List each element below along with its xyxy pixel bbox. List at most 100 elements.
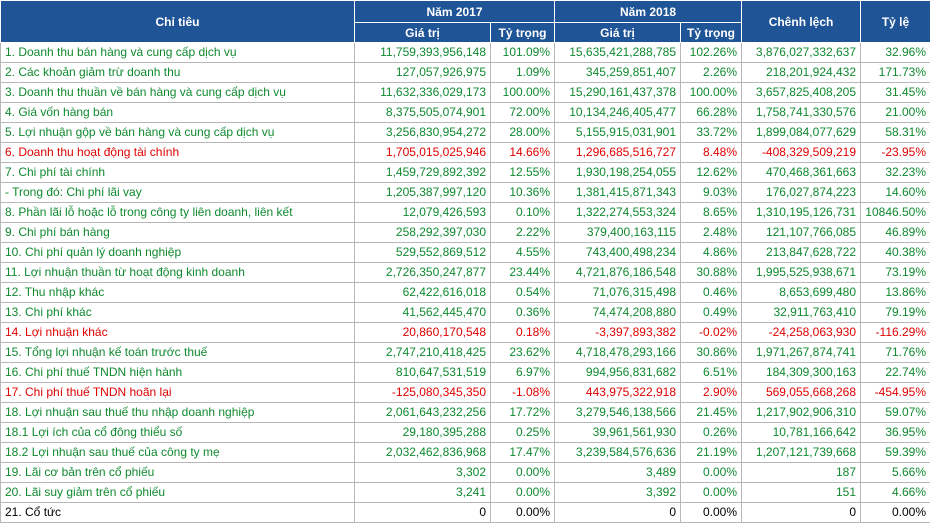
- percent-2018-cell: 21.19%: [681, 443, 742, 463]
- value-2018-cell: 994,956,831,682: [555, 363, 681, 383]
- header-year-2017: Năm 2017: [355, 1, 555, 23]
- difference-cell: 151: [742, 483, 861, 503]
- value-2017-cell: 2,747,210,418,425: [355, 343, 491, 363]
- difference-cell: 569,055,668,268: [742, 383, 861, 403]
- value-2018-cell: 3,392: [555, 483, 681, 503]
- table-body: 1. Doanh thu bán hàng và cung cấp dịch v…: [1, 43, 930, 523]
- rate-cell: 73.19%: [861, 263, 930, 283]
- percent-2018-cell: 0.00%: [681, 463, 742, 483]
- value-2018-cell: 39,961,561,930: [555, 423, 681, 443]
- value-2017-cell: 62,422,616,018: [355, 283, 491, 303]
- difference-cell: 3,657,825,408,205: [742, 83, 861, 103]
- value-2017-cell: 1,205,387,997,120: [355, 183, 491, 203]
- header-gia-tri-2018: Giá trị: [555, 23, 681, 43]
- table-row: 18. Lợi nhuận sau thuế thu nhập doanh ng…: [1, 403, 930, 423]
- value-2017-cell: 529,552,869,512: [355, 243, 491, 263]
- rate-cell: 46.89%: [861, 223, 930, 243]
- percent-2017-cell: 0.00%: [491, 503, 555, 523]
- rate-cell: 10846.50%: [861, 203, 930, 223]
- value-2017-cell: 20,860,170,548: [355, 323, 491, 343]
- percent-2017-cell: 2.22%: [491, 223, 555, 243]
- header-chenh-lech: Chênh lệch: [742, 1, 861, 43]
- percent-2018-cell: 9.03%: [681, 183, 742, 203]
- percent-2017-cell: 23.44%: [491, 263, 555, 283]
- difference-cell: 218,201,924,432: [742, 63, 861, 83]
- value-2017-cell: 3,241: [355, 483, 491, 503]
- row-label-cell: - Trong đó: Chi phí lãi vay: [1, 183, 355, 203]
- value-2017-cell: 810,647,531,519: [355, 363, 491, 383]
- table-row: 5. Lợi nhuận gộp về bán hàng và cung cấp…: [1, 123, 930, 143]
- percent-2017-cell: 100.00%: [491, 83, 555, 103]
- row-label-cell: 14. Lợi nhuận khác: [1, 323, 355, 343]
- value-2018-cell: 1,322,274,553,324: [555, 203, 681, 223]
- percent-2018-cell: 0.49%: [681, 303, 742, 323]
- row-label-cell: 18.1 Lợi ích của cổ đông thiểu số: [1, 423, 355, 443]
- value-2018-cell: 3,489: [555, 463, 681, 483]
- value-2017-cell: 2,061,643,232,256: [355, 403, 491, 423]
- rate-cell: 171.73%: [861, 63, 930, 83]
- value-2018-cell: 10,134,246,405,477: [555, 103, 681, 123]
- rate-cell: 59.07%: [861, 403, 930, 423]
- value-2018-cell: 4,721,876,186,548: [555, 263, 681, 283]
- value-2018-cell: 74,474,208,880: [555, 303, 681, 323]
- percent-2018-cell: 30.86%: [681, 343, 742, 363]
- rate-cell: 21.00%: [861, 103, 930, 123]
- header-year-2018: Năm 2018: [555, 1, 742, 23]
- row-label-cell: 5. Lợi nhuận gộp về bán hàng và cung cấp…: [1, 123, 355, 143]
- header-ty-trong-2018: Tỷ trọng: [681, 23, 742, 43]
- header-gia-tri-2017: Giá trị: [355, 23, 491, 43]
- difference-cell: 121,107,766,085: [742, 223, 861, 243]
- percent-2018-cell: 2.90%: [681, 383, 742, 403]
- difference-cell: 10,781,166,642: [742, 423, 861, 443]
- value-2018-cell: 5,155,915,031,901: [555, 123, 681, 143]
- percent-2017-cell: 0.36%: [491, 303, 555, 323]
- percent-2018-cell: 4.86%: [681, 243, 742, 263]
- percent-2018-cell: 66.28%: [681, 103, 742, 123]
- percent-2017-cell: 28.00%: [491, 123, 555, 143]
- value-2018-cell: 15,635,421,288,785: [555, 43, 681, 63]
- value-2018-cell: 0: [555, 503, 681, 523]
- row-label-cell: 10. Chi phí quản lý doanh nghiệp: [1, 243, 355, 263]
- header-chi-tieu: Chỉ tiêu: [1, 1, 355, 43]
- percent-2018-cell: 0.00%: [681, 503, 742, 523]
- rate-cell: 59.39%: [861, 443, 930, 463]
- difference-cell: 213,847,628,722: [742, 243, 861, 263]
- percent-2018-cell: 33.72%: [681, 123, 742, 143]
- percent-2017-cell: 0.10%: [491, 203, 555, 223]
- difference-cell: 470,468,361,663: [742, 163, 861, 183]
- row-label-cell: 8. Phần lãi lỗ hoặc lỗ trong công ty liê…: [1, 203, 355, 223]
- row-label-cell: 21. Cổ tức: [1, 503, 355, 523]
- rate-cell: 5.66%: [861, 463, 930, 483]
- rate-cell: 4.66%: [861, 483, 930, 503]
- value-2017-cell: 8,375,505,074,901: [355, 103, 491, 123]
- row-label-cell: 13. Chi phí khác: [1, 303, 355, 323]
- percent-2017-cell: 17.47%: [491, 443, 555, 463]
- value-2018-cell: 4,718,478,293,166: [555, 343, 681, 363]
- value-2017-cell: 12,079,426,593: [355, 203, 491, 223]
- percent-2017-cell: 4.55%: [491, 243, 555, 263]
- percent-2017-cell: 72.00%: [491, 103, 555, 123]
- value-2018-cell: 345,259,851,407: [555, 63, 681, 83]
- difference-cell: 0: [742, 503, 861, 523]
- value-2018-cell: 15,290,161,437,378: [555, 83, 681, 103]
- header-row-top: Chỉ tiêu Năm 2017 Năm 2018 Chênh lệch Tỷ…: [1, 1, 930, 23]
- row-label-cell: 19. Lãi cơ bản trên cổ phiếu: [1, 463, 355, 483]
- header-ty-trong-2017: Tỷ trọng: [491, 23, 555, 43]
- rate-cell: 58.31%: [861, 123, 930, 143]
- rate-cell: 40.38%: [861, 243, 930, 263]
- percent-2018-cell: 6.51%: [681, 363, 742, 383]
- percent-2018-cell: 12.62%: [681, 163, 742, 183]
- value-2018-cell: -3,397,893,382: [555, 323, 681, 343]
- row-label-cell: 3. Doanh thu thuần về bán hàng và cung c…: [1, 83, 355, 103]
